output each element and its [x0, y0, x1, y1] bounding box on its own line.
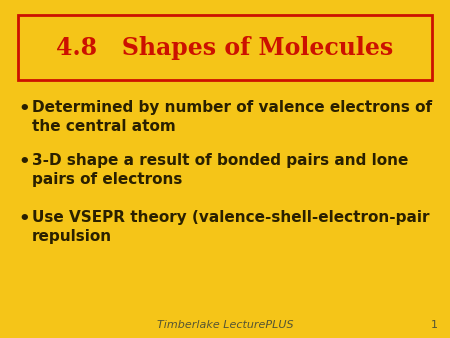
Text: •: • — [18, 100, 30, 118]
Bar — [18, 15, 432, 80]
Text: 1: 1 — [431, 320, 438, 330]
Text: Use VSEPR theory (valence-shell-electron-pair
repulsion: Use VSEPR theory (valence-shell-electron… — [32, 210, 429, 244]
Text: 3-D shape a result of bonded pairs and lone
pairs of electrons: 3-D shape a result of bonded pairs and l… — [32, 153, 409, 187]
Text: 4.8   Shapes of Molecules: 4.8 Shapes of Molecules — [56, 35, 394, 59]
Text: Timberlake LecturePLUS: Timberlake LecturePLUS — [157, 320, 293, 330]
Text: Determined by number of valence electrons of
the central atom: Determined by number of valence electron… — [32, 100, 432, 134]
Text: •: • — [18, 153, 30, 171]
Text: •: • — [18, 210, 30, 228]
